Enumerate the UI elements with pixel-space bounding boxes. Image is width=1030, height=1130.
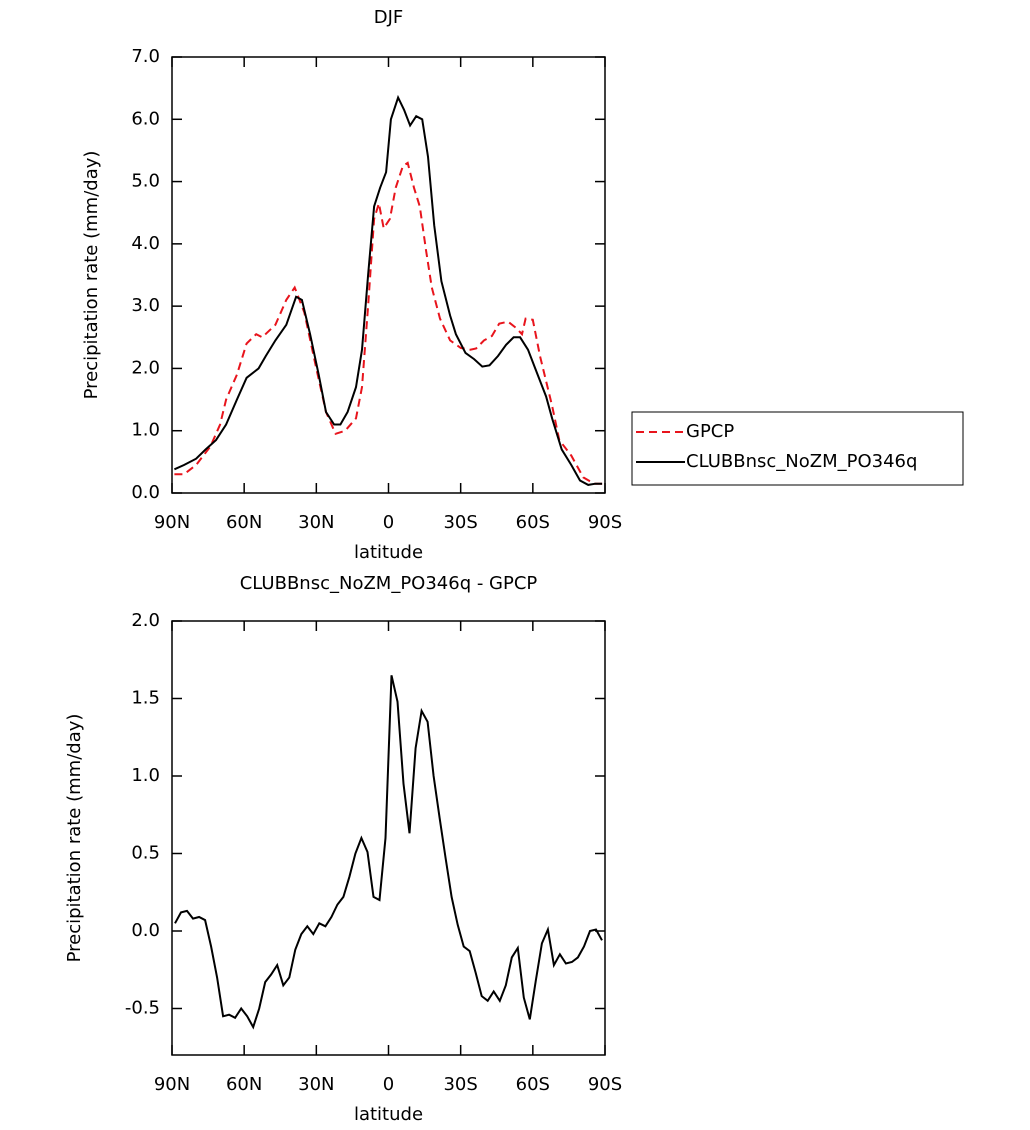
y-tick-label: 6.0	[131, 108, 160, 129]
y-tick-label: 0.0	[131, 482, 160, 503]
x-tick-label: 0	[383, 512, 394, 533]
x-tick-label: 60S	[516, 512, 550, 533]
x-tick-label: 90S	[588, 512, 622, 533]
x-tick-label: 90S	[588, 1074, 622, 1095]
x-tick-label: 30S	[443, 1074, 477, 1095]
y-tick-label: 5.0	[131, 171, 160, 192]
x-axis-title: latitude	[354, 542, 423, 563]
x-tick-label: 90N	[154, 512, 190, 533]
y-tick-label: 0.5	[131, 843, 160, 864]
plot-frame	[171, 620, 606, 1056]
y-axis-title: Precipitation rate (mm/day)	[64, 714, 85, 963]
y-tick-label: 2.0	[131, 610, 160, 631]
data-line	[174, 161, 603, 485]
x-tick-label: 60N	[226, 512, 262, 533]
x-tick-label: 30N	[298, 1074, 334, 1095]
y-tick-label: 0.0	[131, 920, 160, 941]
legend-label: CLUBBnsc_NoZM_PO346q	[686, 451, 917, 472]
y-tick-label: -0.5	[125, 998, 160, 1019]
x-tick-label: 90N	[154, 1074, 190, 1095]
data-line	[173, 94, 603, 486]
chart-title: DJF	[374, 7, 404, 28]
chart-title: CLUBBnsc_NoZM_PO346q - GPCP	[240, 573, 538, 594]
x-tick-label: 30N	[298, 512, 334, 533]
y-tick-label: 4.0	[131, 233, 160, 254]
x-tick-label: 60N	[226, 1074, 262, 1095]
x-axis-title: latitude	[354, 1104, 423, 1125]
y-tick-label: 7.0	[131, 46, 160, 67]
x-tick-label: 60S	[516, 1074, 550, 1095]
legend-label: GPCP	[686, 421, 734, 442]
legend-box	[631, 411, 964, 486]
y-tick-label: 1.0	[131, 420, 160, 441]
x-tick-label: 0	[383, 1074, 394, 1095]
y-axis-title: Precipitation rate (mm/day)	[81, 151, 102, 400]
y-tick-label: 3.0	[131, 295, 160, 316]
y-tick-label: 1.5	[131, 688, 160, 709]
y-tick-label: 2.0	[131, 357, 160, 378]
data-line	[174, 675, 603, 1030]
x-tick-label: 30S	[443, 512, 477, 533]
plot-frame	[171, 56, 606, 494]
y-tick-label: 1.0	[131, 765, 160, 786]
